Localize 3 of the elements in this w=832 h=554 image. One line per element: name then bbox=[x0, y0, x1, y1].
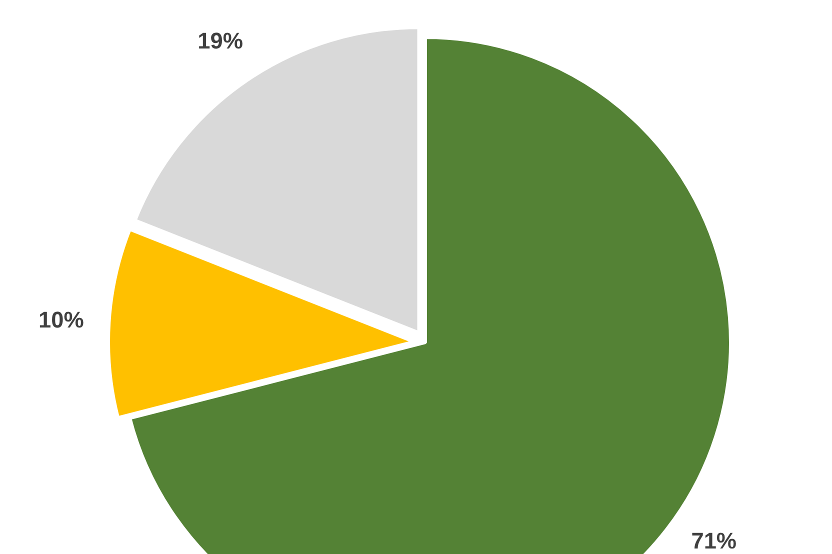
data-label: 10% bbox=[38, 306, 84, 333]
data-label: 19% bbox=[198, 28, 244, 54]
data-label: 71% bbox=[691, 528, 737, 554]
